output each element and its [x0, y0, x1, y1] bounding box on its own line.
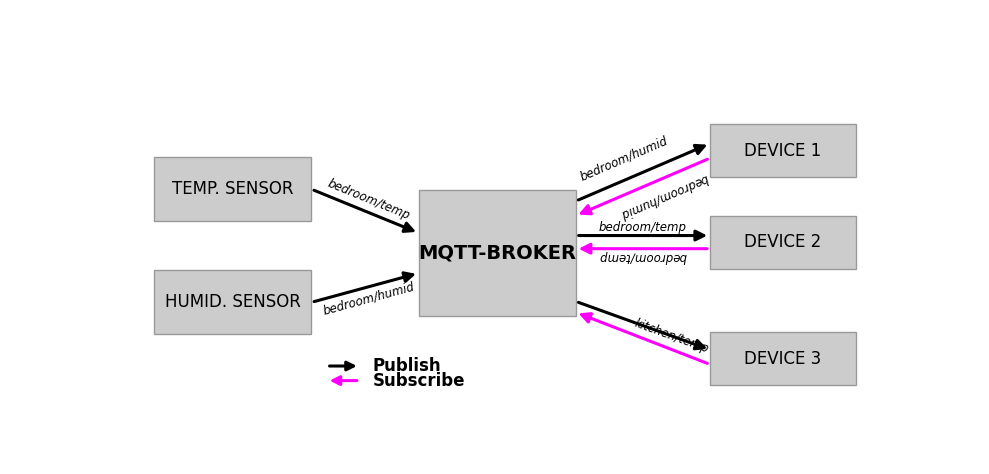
FancyBboxPatch shape [154, 270, 312, 334]
FancyBboxPatch shape [710, 216, 855, 269]
FancyBboxPatch shape [154, 157, 312, 221]
Text: bedroom/temp: bedroom/temp [599, 221, 687, 234]
Text: kitchen/temp: kitchen/temp [633, 316, 711, 356]
Text: bedroom/humid: bedroom/humid [618, 172, 710, 221]
Text: bedroom/temp: bedroom/temp [599, 250, 687, 263]
Text: bedroom/humid: bedroom/humid [321, 280, 416, 318]
Text: DEVICE 2: DEVICE 2 [744, 233, 822, 251]
Text: DEVICE 1: DEVICE 1 [744, 142, 822, 160]
Text: bedroom/temp: bedroom/temp [325, 177, 412, 223]
Text: Publish: Publish [373, 357, 441, 375]
Text: Subscribe: Subscribe [373, 372, 465, 390]
FancyBboxPatch shape [418, 190, 576, 316]
Text: bedroom/humid: bedroom/humid [578, 134, 670, 183]
FancyBboxPatch shape [710, 332, 855, 385]
Text: MQTT-BROKER: MQTT-BROKER [418, 244, 577, 263]
FancyBboxPatch shape [710, 124, 855, 177]
Text: TEMP. SENSOR: TEMP. SENSOR [172, 180, 294, 198]
Text: HUMID. SENSOR: HUMID. SENSOR [165, 293, 301, 311]
Text: DEVICE 3: DEVICE 3 [744, 350, 822, 368]
